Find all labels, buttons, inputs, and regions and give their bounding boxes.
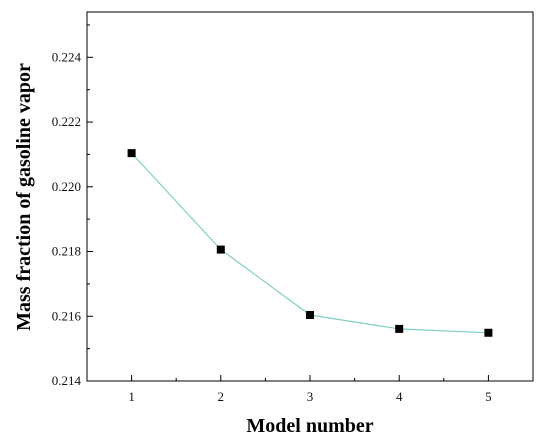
data-point-marker (484, 328, 493, 337)
x-tick-label: 2 (218, 389, 225, 404)
data-point-marker (395, 324, 404, 333)
x-tick-label: 4 (396, 389, 403, 404)
series-line (131, 152, 489, 334)
y-tick-label: 0.214 (52, 373, 82, 388)
x-tick-label: 1 (128, 389, 135, 404)
plot-frame (86, 11, 534, 382)
y-axis: 0.214 0.216 0.218 0.220 0.222 0.224 (52, 24, 93, 388)
x-tick-label: 3 (307, 389, 314, 404)
y-tick-label: 0.216 (52, 308, 82, 323)
y-tick-label: 0.224 (52, 49, 82, 64)
y-tick-label: 0.220 (52, 179, 81, 194)
y-axis-title: Mass fraction of gasoline vapor (13, 63, 35, 331)
data-point-marker (306, 310, 314, 319)
x-tick-label: 5 (485, 389, 492, 404)
x-axis-title: Model number (246, 415, 373, 437)
y-tick-label: 0.222 (52, 114, 81, 129)
y-tick-label: 0.218 (52, 244, 81, 259)
data-point-marker (127, 149, 136, 158)
data-point-marker (216, 245, 225, 254)
data-markers (127, 149, 493, 337)
x-axis: 1 2 3 4 5 (128, 375, 492, 404)
